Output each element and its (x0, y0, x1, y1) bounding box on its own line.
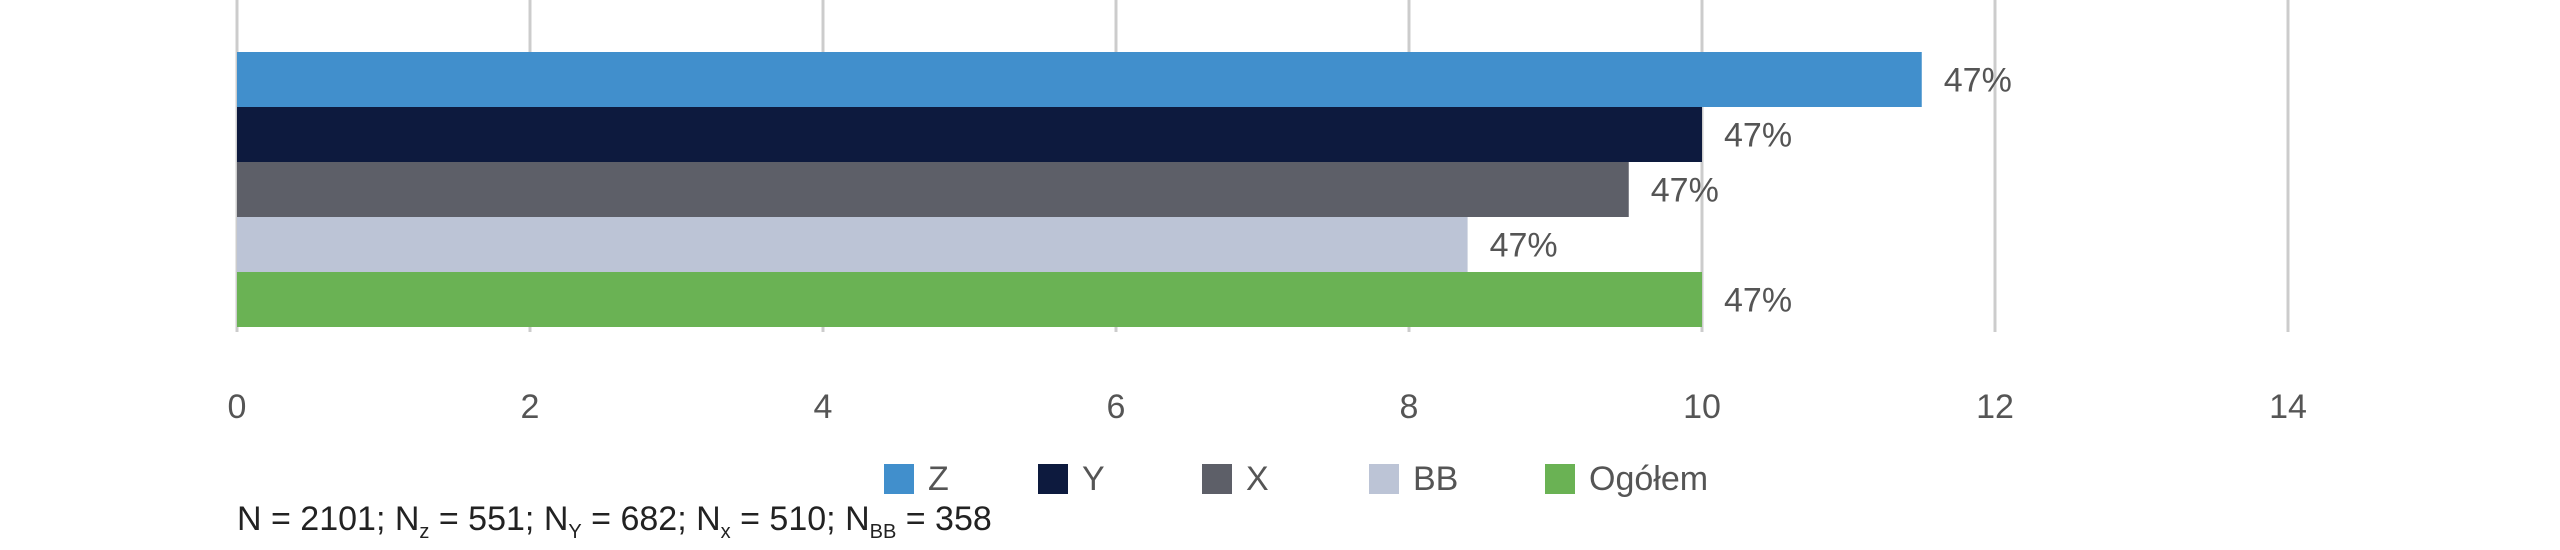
x-tick-label: 12 (1976, 388, 2014, 426)
legend-label: X (1246, 460, 1269, 498)
footnote-group-count: NBB = 358 (845, 500, 992, 543)
legend-swatch (1038, 464, 1068, 494)
data-label: 47% (1490, 227, 1558, 265)
bar-ogółem (237, 272, 1702, 327)
x-tick-label: 0 (228, 388, 247, 426)
x-tick-label: 6 (1107, 388, 1126, 426)
x-axis-ticks: 0 2 4 6 8 10 12 14 (228, 388, 2307, 426)
x-tick-label: 10 (1683, 388, 1721, 426)
x-tick-label: 4 (814, 388, 833, 426)
bar-bb (237, 217, 1468, 272)
bar-x (237, 162, 1629, 217)
data-labels: 47%47%47%47%47% (1490, 62, 2012, 320)
legend-label: Y (1082, 460, 1105, 498)
data-label: 47% (1724, 117, 1792, 155)
legend-swatch (1202, 464, 1232, 494)
data-label: 47% (1724, 282, 1792, 320)
legend-swatch (1545, 464, 1575, 494)
legend-label: BB (1413, 460, 1458, 498)
bars (237, 52, 1922, 327)
legend-swatch (884, 464, 914, 494)
bar-z (237, 52, 1922, 107)
data-label: 47% (1944, 62, 2012, 100)
data-label: 47% (1651, 172, 1719, 210)
x-tick-label: 14 (2269, 388, 2307, 426)
footnote-group-count: NY = 682 (543, 500, 678, 543)
x-tick-label: 2 (521, 388, 540, 426)
sample-size-footnote: N = 2101; Nz = 551; NY = 682; Nx = 510; … (237, 500, 992, 543)
footnote-total: N = 2101 (237, 500, 376, 538)
footnote-group-count: Nz = 551 (394, 500, 525, 543)
legend: Z Y X BB Ogółem (884, 460, 1708, 498)
footnote-group-count: Nx = 510 (696, 500, 827, 543)
bar-y (237, 107, 1702, 162)
legend-label: Ogółem (1589, 460, 1708, 498)
legend-label: Z (928, 460, 949, 498)
legend-swatch (1369, 464, 1399, 494)
x-tick-label: 8 (1400, 388, 1419, 426)
